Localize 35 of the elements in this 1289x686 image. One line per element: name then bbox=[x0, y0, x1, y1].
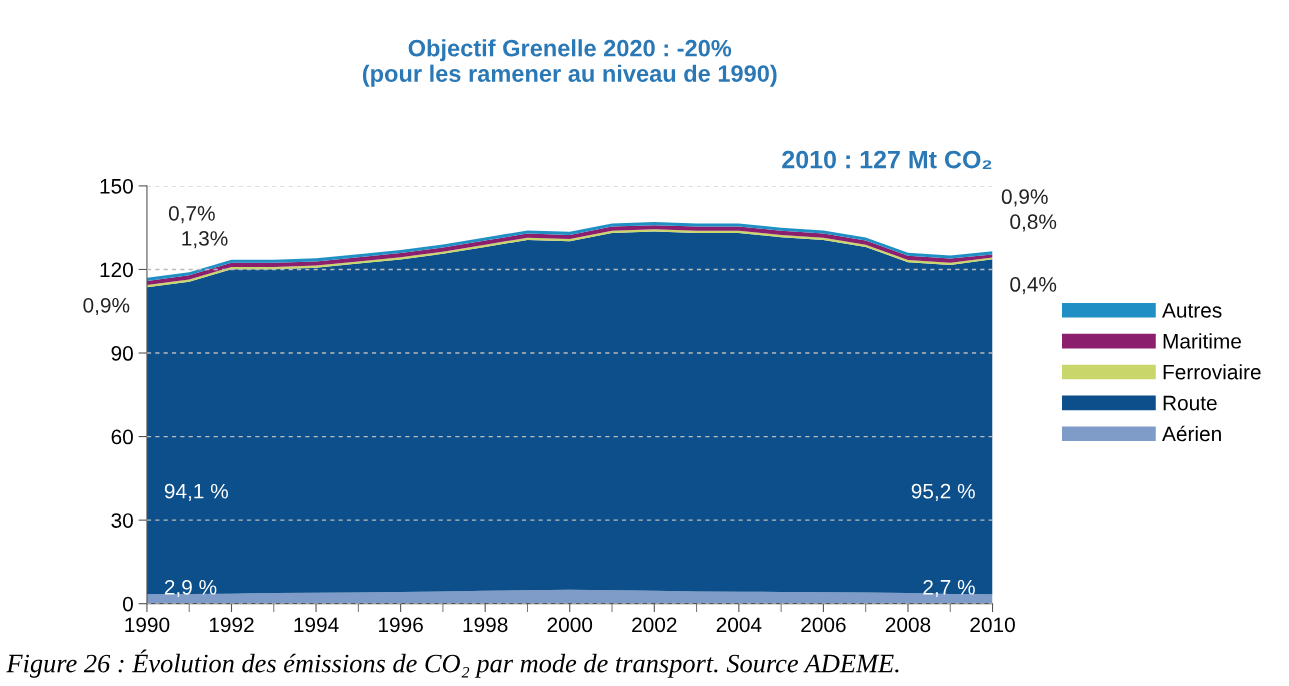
y-tick-label: 150 bbox=[100, 178, 133, 194]
legend-label: Route bbox=[1163, 395, 1217, 411]
legend-label: Maritime bbox=[1163, 333, 1241, 349]
x-tick-label: 1994 bbox=[294, 617, 339, 633]
annotation: 95,2 % bbox=[911, 483, 975, 502]
text: 0,8% bbox=[1010, 214, 1057, 232]
y-tick-label: 90 bbox=[111, 346, 133, 361]
x-tick-label: 2000 bbox=[547, 617, 593, 633]
x-tick-label: 1992 bbox=[209, 617, 254, 633]
x-tick-label: 1998 bbox=[463, 617, 508, 633]
text: 2010 : 127 Mt CO₂ bbox=[782, 150, 992, 169]
y-tick-label: 0 bbox=[122, 596, 133, 612]
y-tick-label: 30 bbox=[111, 513, 133, 528]
y-tick-label: 60 bbox=[111, 429, 133, 445]
annotation: 1,3% bbox=[182, 231, 228, 249]
x-tick-label: 2010 bbox=[970, 617, 1015, 633]
x-tick-label: 2008 bbox=[885, 617, 931, 633]
x-tick-label: 1996 bbox=[379, 617, 423, 633]
legend-label: Ferroviaire bbox=[1163, 364, 1261, 380]
text: 0,9% bbox=[83, 297, 130, 316]
legend-label: Autres bbox=[1162, 303, 1222, 318]
y-tick-label: 120 bbox=[100, 262, 133, 278]
annotation: 94,1 % bbox=[164, 483, 228, 502]
annotation: 0,7% bbox=[168, 205, 215, 224]
annotation: 2,7 % bbox=[923, 579, 975, 598]
chart-title: Objectif Grenelle 2020 : -20% (pour les ramener au niveau de 1990) bbox=[362, 39, 777, 87]
x-tick-label: 1990 bbox=[125, 617, 170, 633]
x-tick-label: 2002 bbox=[632, 617, 677, 633]
text: 0,9% bbox=[1001, 189, 1048, 207]
caption: Figure 26 : Évolution des émissions de CO₂ par mode de transport. Source ADEME. bbox=[6, 649, 899, 678]
text: 0,4% bbox=[1010, 277, 1057, 295]
legend-label: Aérien bbox=[1162, 425, 1221, 442]
annotation: 2,9 % bbox=[164, 579, 217, 598]
x-tick-label: 2006 bbox=[801, 617, 846, 633]
x-tick-label: 2004 bbox=[716, 617, 762, 633]
